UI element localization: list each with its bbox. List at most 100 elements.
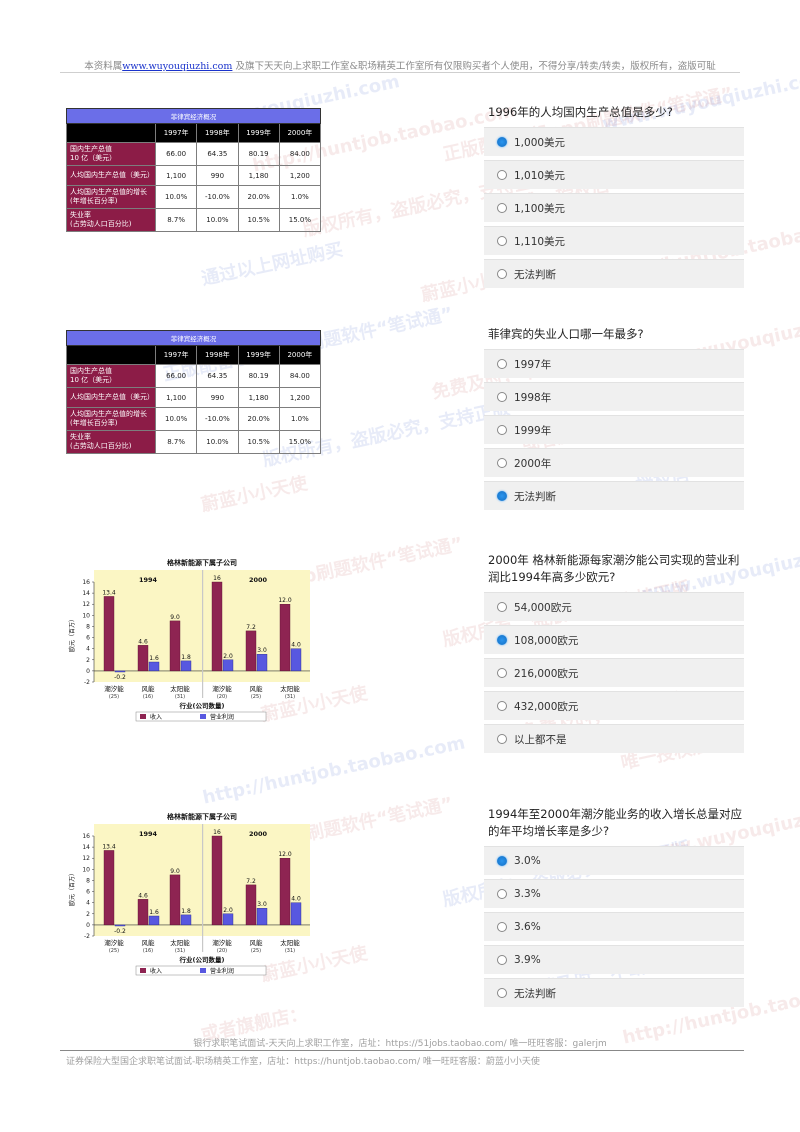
econ-table-label-line: 人均国内生产总值（美元） <box>70 171 154 179</box>
econ-table-cell: 80.19 <box>237 142 280 166</box>
answer-option[interactable]: 3.9% <box>484 945 744 974</box>
profit-value-label: 1.8 <box>181 908 191 915</box>
radio-button[interactable] <box>497 602 507 612</box>
answer-option[interactable]: 3.0% <box>484 846 744 875</box>
radio-button[interactable] <box>497 988 507 998</box>
econ-table-cell: 1,180 <box>237 165 280 186</box>
revenue-value-label: 7.2 <box>246 878 256 885</box>
answer-option[interactable]: 216,000欧元 <box>484 658 744 687</box>
answer-option-label: 1998年 <box>514 391 552 404</box>
profit-bar <box>222 913 234 926</box>
econ-table-cell: 64.35 <box>196 142 239 166</box>
radio-button[interactable] <box>497 425 507 435</box>
econ-table-cell: 8.7% <box>154 430 198 454</box>
econ-table-row: 失业率 (占劳动人口百分比) 8.7% 10.0% 10.5% 15.0% <box>66 208 322 232</box>
radio-button[interactable] <box>497 458 507 468</box>
radio-button[interactable] <box>497 236 507 246</box>
category-label: 太阳能 <box>280 938 300 947</box>
y-tick-label: 4 <box>86 900 90 907</box>
revenue-value-label: 16 <box>213 829 221 836</box>
answer-option[interactable]: 54,000欧元 <box>484 592 744 621</box>
y-tick-label: 6 <box>86 889 90 896</box>
radio-button[interactable] <box>497 734 507 744</box>
radio-button[interactable] <box>497 170 507 180</box>
category-label: 风能 <box>250 938 264 947</box>
radio-button[interactable] <box>497 889 507 899</box>
group-divider <box>202 570 204 698</box>
answer-option[interactable]: 无法判断 <box>484 978 744 1007</box>
radio-button[interactable] <box>497 922 507 932</box>
answer-option-label: 无法判断 <box>514 490 556 503</box>
econ-table-caption: 菲律宾经济概况 <box>66 330 321 346</box>
answer-option[interactable]: 1,010美元 <box>484 160 744 189</box>
answer-option[interactable]: 无法判断 <box>484 481 744 510</box>
category-label: 风能 <box>250 684 264 693</box>
profit-value-label: 4.0 <box>291 896 301 903</box>
header-link[interactable]: www.wuyouqiuzhi.com <box>122 61 233 72</box>
radio-button[interactable] <box>497 491 507 501</box>
footer-divider <box>60 1050 744 1051</box>
profit-bar <box>180 660 192 672</box>
radio-button[interactable] <box>497 392 507 402</box>
radio-button[interactable] <box>497 359 507 369</box>
answer-option[interactable]: 1997年 <box>484 349 744 378</box>
answer-option[interactable]: 3.3% <box>484 879 744 908</box>
econ-table-row-label: 失业率 (占劳动人口百分比) <box>66 208 156 232</box>
econ-table-1: 菲律宾经济概况 1997年 1998年 1999年 2000年 国内生产总值 10 亿（美元… <box>66 108 322 232</box>
revenue-value-label: 4.6 <box>138 892 148 899</box>
econ-table-row-label: 人均国内生产总值的增长 (年增长百分率) <box>66 407 156 431</box>
radio-button[interactable] <box>497 635 507 645</box>
econ-table-cell: 1,100 <box>154 165 198 186</box>
y-axis-label: 欧元（百万） <box>68 616 76 652</box>
econ-table-header-blank <box>66 123 156 143</box>
y-tick-label: 2 <box>86 911 90 918</box>
econ-table-row-label: 人均国内生产总值（美元） <box>66 387 156 408</box>
radio-button[interactable] <box>497 955 507 965</box>
revenue-value-label: 4.6 <box>138 638 148 645</box>
econ-table-year: 2000年 <box>278 345 322 365</box>
answer-option[interactable]: 2000年 <box>484 448 744 477</box>
revenue-value-label: 9.0 <box>170 614 180 621</box>
answer-option[interactable]: 3.6% <box>484 912 744 941</box>
legend-label-revenue: 收入 <box>150 713 162 721</box>
y-tick-label: 6 <box>86 635 90 642</box>
econ-table-row: 失业率 (占劳动人口百分比) 8.7% 10.0% 10.5% 15.0% <box>66 430 322 454</box>
radio-button[interactable] <box>497 137 507 147</box>
answer-option[interactable]: 1,000美元 <box>484 127 744 156</box>
answer-option[interactable]: 432,000欧元 <box>484 691 744 720</box>
radio-button[interactable] <box>497 269 507 279</box>
radio-button[interactable] <box>497 856 507 866</box>
question-block-1: 1996年的人均国内生产总值是多少? 1,000美元 1,010美元 1,100美元 1… <box>484 104 744 292</box>
footer-line-2: 证券保险大型国企求职笔试面试-职场精英工作室，店址：https://huntjo… <box>66 1057 540 1067</box>
answer-option[interactable]: 108,000欧元 <box>484 625 744 654</box>
answer-option[interactable]: 1,110美元 <box>484 226 744 255</box>
revenue-bar <box>103 850 115 926</box>
econ-table-row-label: 失业率 (占劳动人口百分比) <box>66 430 156 454</box>
econ-table-row: 人均国内生产总值（美元） 1,100 990 1,180 1,200 <box>66 387 322 408</box>
radio-button[interactable] <box>497 668 507 678</box>
question-block-2: 菲律宾的失业人口哪一年最多? 1997年 1998年 1999年 2000年 无法判断 <box>484 326 744 514</box>
legend-label-revenue: 收入 <box>150 967 162 975</box>
radio-button[interactable] <box>497 203 507 213</box>
category-label: 潮汐能 <box>104 938 124 947</box>
econ-table-cell: 10.0% <box>154 407 198 431</box>
answer-option[interactable]: 以上都不是 <box>484 724 744 753</box>
answer-option-label: 1,000美元 <box>514 136 566 149</box>
econ-table-label-line: (年增长百分率) <box>70 197 118 205</box>
y-tick-label: 12 <box>82 601 90 608</box>
answer-option[interactable]: 1999年 <box>484 415 744 444</box>
econ-table-cell: 1,200 <box>278 165 322 186</box>
answer-option[interactable]: 1998年 <box>484 382 744 411</box>
econ-table-year: 1999年 <box>237 345 280 365</box>
question-text: 2000年 格林新能源每家潮汐能公司实现的营业利润比1994年高多少欧元? <box>488 553 740 584</box>
profit-value-label: 3.0 <box>257 901 267 908</box>
econ-table: 菲律宾经济概况 1997年 1998年 1999年 2000年 国内生产总值 10 亿（美元… <box>66 108 322 232</box>
revenue-bar <box>211 581 223 672</box>
revenue-bar <box>137 645 149 672</box>
econ-table-row: 国内生产总值 10 亿（美元） 66.00 64.35 80.19 84.00 <box>66 142 322 166</box>
question-text: 1996年的人均国内生产总值是多少? <box>488 105 673 119</box>
econ-table-cell: 1.0% <box>278 407 322 431</box>
answer-option[interactable]: 无法判断 <box>484 259 744 288</box>
answer-option[interactable]: 1,100美元 <box>484 193 744 222</box>
radio-button[interactable] <box>497 701 507 711</box>
